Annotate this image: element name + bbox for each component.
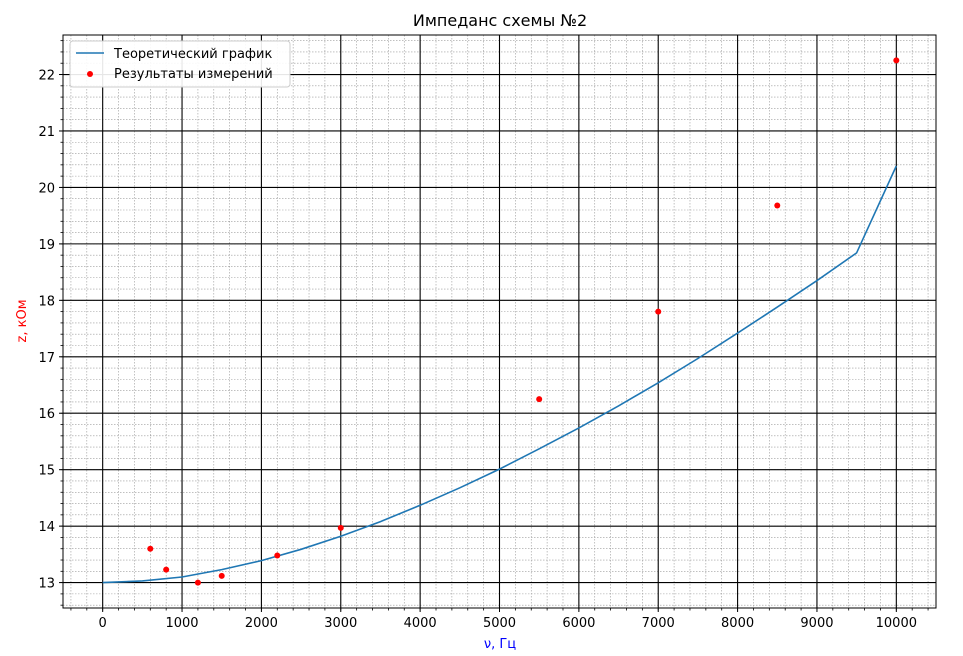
y-tick-label: 14 bbox=[38, 520, 55, 535]
x-axis-label: ν, Гц bbox=[484, 637, 516, 652]
measurement-point bbox=[194, 579, 201, 586]
x-tick-label: 2000 bbox=[245, 616, 278, 631]
y-tick-label: 16 bbox=[38, 407, 55, 422]
legend-box bbox=[69, 40, 291, 88]
y-tick-label: 22 bbox=[38, 69, 55, 84]
axis-ticks: 0 1000 2000 3000 4000 5000 6000 7000 8000 9000 100… bbox=[38, 69, 917, 631]
x-tick-label: 6000 bbox=[562, 616, 595, 631]
x-tick-label: 10000 bbox=[876, 616, 917, 631]
x-tick-label: 1000 bbox=[165, 616, 198, 631]
measurement-point bbox=[655, 308, 662, 315]
series-line-theory bbox=[102, 165, 898, 584]
legend: Теоретический график Результаты измерени… bbox=[69, 40, 291, 88]
legend-marker-swatch bbox=[87, 71, 93, 77]
x-tick-label: 3000 bbox=[324, 616, 357, 631]
measurement-point bbox=[274, 552, 281, 559]
y-tick-label: 19 bbox=[38, 238, 55, 253]
x-tick-label: 4000 bbox=[404, 616, 437, 631]
major-grid bbox=[63, 35, 936, 608]
y-axis-label: z, кОм bbox=[15, 300, 30, 343]
legend-label-measurements: Результаты измерений bbox=[114, 67, 273, 82]
x-tick-label: 7000 bbox=[642, 616, 675, 631]
legend-label-theory: Теоретический график bbox=[113, 47, 272, 62]
y-tick-label: 15 bbox=[38, 464, 55, 479]
measurement-point bbox=[774, 202, 781, 209]
measurement-point bbox=[147, 545, 154, 552]
y-tick-label: 13 bbox=[38, 577, 55, 592]
y-tick-label: 17 bbox=[38, 351, 55, 366]
y-tick-label: 18 bbox=[38, 294, 55, 309]
measurement-point bbox=[337, 524, 344, 531]
measurement-point bbox=[163, 566, 170, 573]
x-tick-label: 0 bbox=[99, 616, 107, 631]
x-tick-label: 9000 bbox=[800, 616, 833, 631]
plot-frame bbox=[62, 34, 937, 609]
x-tick-label: 5000 bbox=[483, 616, 516, 631]
chart-title: Импеданс схемы №2 bbox=[413, 11, 587, 30]
measurement-point bbox=[536, 396, 543, 403]
x-tick-label: 8000 bbox=[721, 616, 754, 631]
measurement-point bbox=[218, 572, 225, 579]
series-layer bbox=[102, 57, 900, 586]
measurement-point bbox=[893, 57, 900, 64]
y-tick-label: 20 bbox=[38, 181, 55, 196]
y-tick-label: 21 bbox=[38, 125, 55, 140]
